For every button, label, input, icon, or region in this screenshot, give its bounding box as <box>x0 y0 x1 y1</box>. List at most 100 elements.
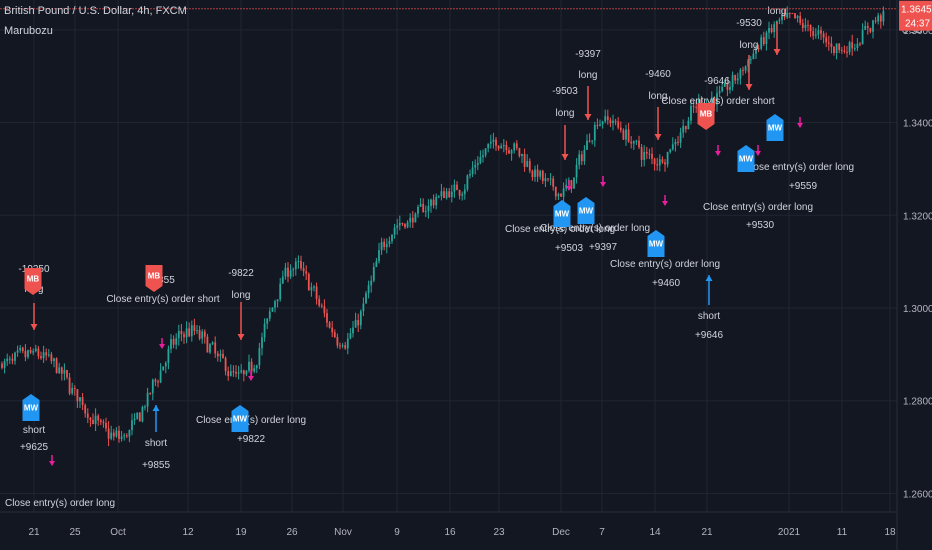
candle-body <box>482 155 484 158</box>
candle-body <box>625 129 627 140</box>
time-tick-label: Dec <box>552 527 570 538</box>
candle-body <box>742 69 744 71</box>
candle-body <box>448 191 451 198</box>
candle-body <box>367 285 370 294</box>
candle-body <box>27 350 29 358</box>
candle-body <box>458 190 461 196</box>
candle-body <box>479 157 482 163</box>
candle-body <box>411 217 414 223</box>
candle-body <box>723 83 726 87</box>
candle-body <box>255 365 258 369</box>
candle-body <box>94 415 97 424</box>
candle-body <box>357 320 360 326</box>
candle-body <box>393 227 396 235</box>
time-tick-label: 2021 <box>778 527 801 538</box>
candle-body <box>515 143 518 148</box>
candle-body <box>300 261 302 269</box>
candle-body <box>383 241 386 248</box>
candle-body <box>534 169 536 178</box>
candle-body <box>445 191 448 199</box>
candle-body <box>575 164 578 178</box>
candle-body <box>128 430 131 437</box>
candle-body <box>487 143 490 149</box>
candle-body <box>786 12 789 18</box>
price-tick-label: 1.34000 <box>903 119 932 130</box>
candle-body <box>323 306 326 314</box>
exit-marker-head <box>159 344 165 349</box>
candle-body <box>183 334 185 338</box>
candle-body <box>279 283 282 300</box>
candle-body <box>591 140 594 142</box>
trade-label: +9646 <box>695 330 724 341</box>
candle-body <box>500 146 503 149</box>
entry-arrow-head <box>584 114 592 120</box>
candle-body <box>89 417 92 421</box>
entry-arrow-head <box>705 275 713 281</box>
last-price-label: 1.36455 <box>901 5 932 16</box>
candle-body <box>417 206 419 214</box>
candle-body <box>838 43 841 50</box>
candle-body <box>398 222 401 226</box>
exit-marker-head <box>248 376 254 381</box>
candle-body <box>118 430 120 439</box>
candle-body <box>700 99 703 107</box>
candle-body <box>42 352 45 359</box>
candle-body <box>606 116 609 121</box>
candle-body <box>856 43 859 49</box>
candle-body <box>645 152 648 154</box>
candle-body <box>552 178 555 187</box>
candle-body <box>531 170 534 178</box>
candle-body <box>586 140 588 150</box>
candle-body <box>310 287 313 291</box>
candle-body <box>749 59 752 61</box>
candle-body <box>164 362 167 367</box>
candle-body <box>73 387 76 390</box>
time-tick-label: 26 <box>286 527 298 538</box>
candle-body <box>648 153 651 155</box>
candle-body <box>16 350 19 353</box>
candle-body <box>253 368 256 372</box>
candle-body <box>424 211 427 213</box>
entry-arrow-head <box>654 134 662 140</box>
trade-label: +9855 <box>142 460 171 471</box>
trade-label: long <box>556 108 575 119</box>
candle-body <box>609 120 612 124</box>
trade-label: Close entry(s) order long <box>5 498 115 509</box>
signal-flag-label: MW <box>768 124 783 133</box>
candle-body <box>188 328 191 337</box>
candle-body <box>372 266 375 281</box>
trade-label: -9646 <box>704 76 730 87</box>
candle-body <box>812 31 815 36</box>
candle-body <box>79 397 81 402</box>
candle-body <box>484 148 487 156</box>
candle-body <box>229 371 232 377</box>
candle-body <box>175 338 178 345</box>
candle-body <box>349 333 352 339</box>
candle-body <box>747 59 750 67</box>
candle-body <box>466 175 469 190</box>
candle-body <box>313 286 315 288</box>
candle-body <box>125 435 128 437</box>
candle-body <box>105 423 107 429</box>
candle-body <box>612 120 614 124</box>
candle-body <box>682 126 685 133</box>
candle-body <box>284 267 287 277</box>
candle-body <box>476 162 479 165</box>
candle-body <box>435 196 438 206</box>
candle-body <box>6 358 9 362</box>
candle-body <box>684 126 687 130</box>
candle-body <box>333 332 336 338</box>
candle-body <box>344 345 347 349</box>
candle-body <box>521 153 523 157</box>
candle-body <box>331 327 334 333</box>
signal-flag-label: MB <box>27 275 40 284</box>
candle-body <box>726 83 729 90</box>
trade-label: +9822 <box>237 434 266 445</box>
candle-body <box>461 194 464 196</box>
candle-body <box>235 371 237 374</box>
candle-body <box>131 420 133 431</box>
candle-body <box>736 78 739 81</box>
entry-arrow-head <box>773 49 781 55</box>
